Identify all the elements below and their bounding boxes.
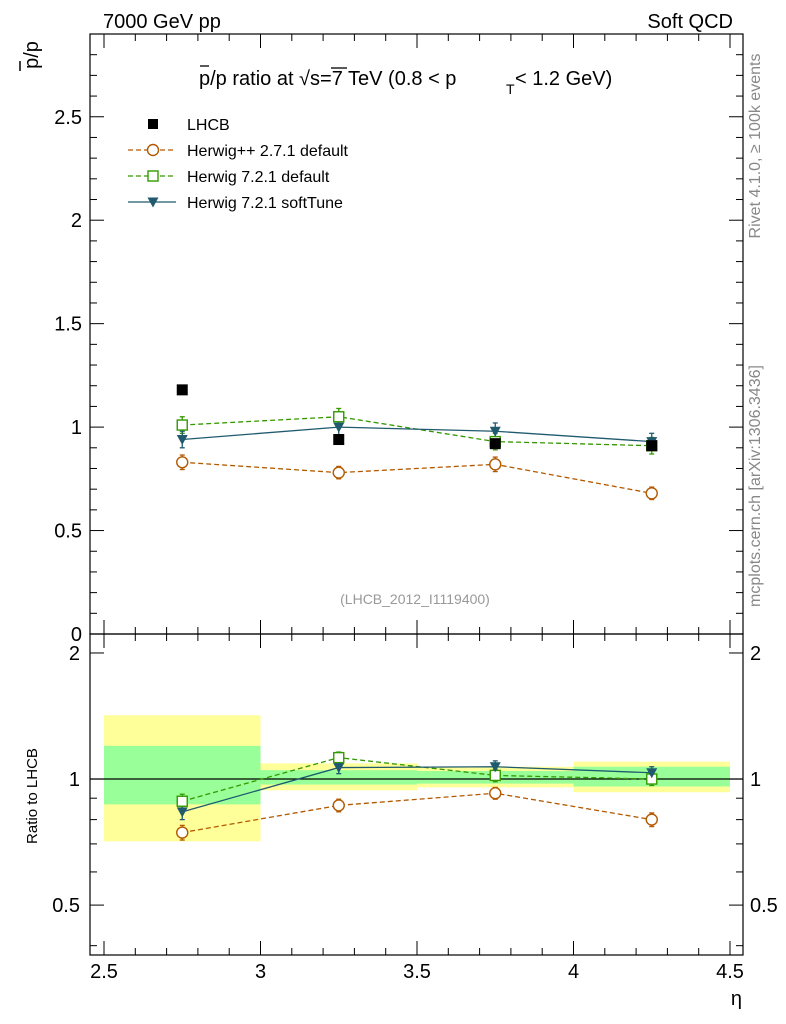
main-point-h7soft xyxy=(176,435,188,446)
main-point-hpp xyxy=(332,466,345,479)
main-point-hpp xyxy=(645,487,658,500)
main-point-lhcb xyxy=(333,434,345,446)
legend-marker-h7def xyxy=(147,170,159,182)
main-point-h7soft xyxy=(333,422,345,433)
header-category-label: Soft QCD xyxy=(647,11,733,33)
legend-label: Herwig++ 2.7.1 default xyxy=(187,143,349,160)
legend-marker-lhcb xyxy=(148,119,158,129)
ratio-ytick-label-left: 2 xyxy=(69,643,80,665)
main-line-h7def xyxy=(182,416,652,447)
ratio-point-hpp xyxy=(332,799,345,812)
ratio-point-h7soft xyxy=(646,768,658,779)
ratio-point-hpp xyxy=(489,787,502,800)
rivet-version-label: Rivet 4.1.0, ≥ 100k events xyxy=(747,54,764,239)
main-point-h7def xyxy=(333,411,345,423)
ratio-point-h7soft xyxy=(176,807,188,818)
ratio-point-hpp xyxy=(176,826,189,839)
legend-label: LHCB xyxy=(187,117,230,134)
ratio-ytick-label-right: 2 xyxy=(750,643,761,665)
xticks: 2.5 3 3.5 4 4.5 xyxy=(90,961,744,983)
main-point-h7def xyxy=(176,419,188,431)
main-ytick-zero-label: 0 xyxy=(71,624,82,646)
ratio-point-h7soft xyxy=(489,762,501,773)
main-ytick-label: 2 xyxy=(71,210,82,232)
main-ytick-label: 1.5 xyxy=(54,314,82,336)
main-title-sub: T xyxy=(506,81,515,97)
ratio-point-hpp xyxy=(645,813,658,826)
analysis-watermark: (LHCB_2012_I1119400) xyxy=(340,591,490,607)
main-point-hpp xyxy=(176,456,189,469)
ratio-ytick-label-right: 0.5 xyxy=(750,895,778,917)
legend-label: Herwig 7.2.1 default xyxy=(187,169,330,186)
ratio-ytick-label-right: 1 xyxy=(750,769,761,791)
main-ylabel: p/p xyxy=(21,41,43,69)
ratio-ylabel: Ratio to LHCB xyxy=(24,748,41,844)
legend-marker-h7soft xyxy=(147,197,159,208)
ratio-band-inner xyxy=(260,770,417,785)
main-ytick-label: 2.5 xyxy=(54,107,82,129)
main-line-hpp xyxy=(182,461,652,494)
xtick-label: 3.5 xyxy=(403,961,431,983)
ratio-point-h7def xyxy=(333,751,345,764)
xlabel: η xyxy=(731,988,742,1010)
main-title-post: < 1.2 GeV) xyxy=(515,68,612,90)
ratio-yticks: 0.5 1 2 0.5 1 2 xyxy=(52,643,778,917)
main-point-h7soft xyxy=(489,426,501,437)
main-yticks: 0.5 1 1.5 2 2.5 0 xyxy=(54,107,82,646)
legend-label: Herwig 7.2.1 softTune xyxy=(187,195,343,212)
main-point-lhcb xyxy=(176,384,188,396)
main-point-lhcb xyxy=(489,438,501,450)
legend-marker-hpp xyxy=(146,143,160,157)
ratio-ytick-label-left: 0.5 xyxy=(52,895,80,917)
ratio-ytick-label-left: 1 xyxy=(69,769,80,791)
main-line-h7soft xyxy=(182,426,652,443)
header-energy-label: 7000 GeV pp xyxy=(103,11,221,33)
ratio-line-hpp xyxy=(182,792,652,834)
mcplots-label: mcplots.cern.ch [arXiv:1306.3436] xyxy=(747,365,764,607)
axis-ticks xyxy=(90,34,743,955)
main-point-lhcb xyxy=(646,440,658,452)
main-title: p/p ratio at √s=7 TeV (0.8 < p T < 1.2 G… xyxy=(199,65,612,97)
xtick-label: 4 xyxy=(568,961,579,983)
main-title-pre: p/p ratio at √s=7 TeV (0.8 < p xyxy=(199,68,456,90)
main-point-hpp xyxy=(489,458,502,471)
ratio-line-h7soft xyxy=(182,766,652,813)
main-ytick-label: 1 xyxy=(71,417,82,439)
main-ytick-label: 0.5 xyxy=(54,521,82,543)
xtick-label: 3 xyxy=(255,961,266,983)
ratio-point-h7soft xyxy=(333,763,345,774)
xtick-label: 4.5 xyxy=(716,961,744,983)
ratio-point-h7def xyxy=(176,795,188,807)
data-marks xyxy=(176,384,658,841)
xtick-label: 2.5 xyxy=(90,961,118,983)
main-ylabel-group: p/p xyxy=(19,41,43,71)
legend: LHCB Herwig++ 2.7.1 default Herwig 7.2.1… xyxy=(128,117,349,212)
